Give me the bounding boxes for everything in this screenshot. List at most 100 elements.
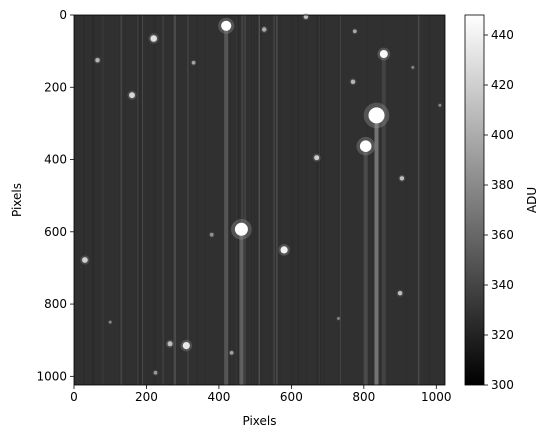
detector-column xyxy=(276,15,278,385)
point-source xyxy=(278,244,290,256)
detector-column xyxy=(204,15,206,385)
detector-column xyxy=(174,15,176,385)
detector-column xyxy=(93,15,95,385)
point-source xyxy=(437,103,443,108)
point-source xyxy=(351,28,358,35)
image-frame xyxy=(73,14,446,386)
point-source xyxy=(152,369,159,376)
point-source xyxy=(260,26,268,33)
detector-column xyxy=(136,15,138,385)
bleed-streak xyxy=(363,146,368,385)
detector-column xyxy=(124,15,126,385)
detector-column xyxy=(83,15,85,385)
point-source xyxy=(410,65,416,70)
point-source xyxy=(231,218,252,240)
point-source xyxy=(302,13,310,21)
detector-column xyxy=(258,15,261,385)
point-source xyxy=(377,47,391,61)
point-source xyxy=(94,56,101,64)
detector-column xyxy=(269,15,271,385)
point-source xyxy=(396,289,404,297)
detector-column xyxy=(292,15,294,385)
point-source xyxy=(218,17,235,34)
detector-column xyxy=(91,15,94,385)
point-source xyxy=(80,255,90,265)
detector-column xyxy=(173,15,174,385)
y-axis-ticks: 0 200 400 600 800 1000 xyxy=(36,8,74,383)
detector-column xyxy=(97,15,99,385)
detector-column xyxy=(430,15,431,385)
bleed-streaks xyxy=(224,25,386,386)
x-axis-label: Pixels xyxy=(242,414,276,428)
x-tick-label: 800 xyxy=(352,390,375,404)
point-source xyxy=(180,339,193,352)
detector-column xyxy=(139,15,142,385)
detector-column xyxy=(253,15,255,385)
bleed-streak xyxy=(239,229,244,385)
point-source xyxy=(148,33,159,44)
detector-column xyxy=(305,15,307,385)
x-tick-label: 0 xyxy=(70,390,78,404)
detector-column xyxy=(142,15,144,385)
x-tick-label: 400 xyxy=(207,390,230,404)
colorbar-tick-label: 400 xyxy=(491,128,514,142)
detector-column xyxy=(153,15,156,385)
detector-column xyxy=(417,15,420,385)
detector-column xyxy=(118,15,121,385)
colorbar-label: ADU xyxy=(525,187,539,213)
detector-column xyxy=(137,15,139,385)
point-source xyxy=(228,349,235,356)
point-source xyxy=(398,174,406,182)
detector-column xyxy=(120,15,123,385)
colorbar-ticks: 300 320 340 360 380 400 420 440 xyxy=(484,28,514,392)
detector-column xyxy=(102,15,104,385)
point-source xyxy=(336,316,341,321)
detector-column xyxy=(148,15,150,385)
colorbar-tick-label: 340 xyxy=(491,278,514,292)
detector-column xyxy=(291,15,292,385)
y-tick-label: 400 xyxy=(44,153,67,167)
detector-column xyxy=(172,15,174,385)
y-tick-label: 200 xyxy=(44,80,67,94)
colorbar-tick-label: 320 xyxy=(491,328,514,342)
detector-column xyxy=(143,15,144,385)
detector-column xyxy=(260,15,262,385)
detector-column xyxy=(255,15,257,385)
x-tick-label: 200 xyxy=(135,390,158,404)
colorbar-tick-label: 380 xyxy=(491,178,514,192)
detector-column xyxy=(196,15,198,385)
point-source xyxy=(127,90,137,100)
detector-column xyxy=(316,15,318,385)
y-tick-label: 600 xyxy=(44,225,67,239)
detector-column xyxy=(317,15,320,385)
plot-area xyxy=(73,13,446,386)
point-source xyxy=(349,78,357,86)
detector-column xyxy=(319,15,322,385)
point-source xyxy=(312,153,321,162)
detector-column xyxy=(241,15,243,385)
colorbar-tick-label: 440 xyxy=(491,28,514,42)
detector-column xyxy=(257,15,259,385)
detector-column xyxy=(243,15,245,385)
detector-column xyxy=(340,15,341,385)
colorbar-tick-label: 420 xyxy=(491,78,514,92)
y-tick-label: 1000 xyxy=(36,369,67,383)
detector-column xyxy=(405,15,407,385)
x-axis-ticks: 0 200 400 600 800 1000 xyxy=(70,385,452,404)
bleed-streak xyxy=(224,25,229,386)
detector-column xyxy=(244,15,246,385)
detector-column xyxy=(318,15,320,385)
point-source xyxy=(107,319,113,325)
colorbar-tick-label: 300 xyxy=(491,378,514,392)
detector-column xyxy=(187,15,189,385)
detector-column xyxy=(251,15,252,385)
point-source xyxy=(165,339,175,348)
colorbar-tick-label: 360 xyxy=(491,228,514,242)
y-axis-label: Pixels xyxy=(10,183,24,217)
detector-column xyxy=(273,15,275,385)
y-tick-label: 0 xyxy=(59,8,67,22)
detector-column xyxy=(297,15,300,385)
point-source xyxy=(208,231,215,238)
detector-column xyxy=(279,15,281,385)
bleed-streak xyxy=(374,115,379,386)
